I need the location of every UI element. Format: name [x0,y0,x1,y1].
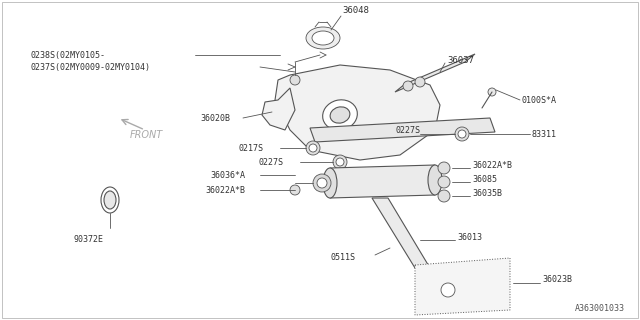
Circle shape [458,130,466,138]
Text: 0227S: 0227S [395,125,420,134]
Text: 36013: 36013 [457,233,482,242]
Polygon shape [330,165,435,198]
Text: 0238S(02MY0105-: 0238S(02MY0105- [30,51,105,60]
Text: 0227S: 0227S [258,157,283,166]
Circle shape [438,162,450,174]
Polygon shape [310,118,495,142]
Polygon shape [262,88,295,130]
Circle shape [317,178,327,188]
Circle shape [313,174,331,192]
Ellipse shape [323,100,357,130]
Text: 36022A*B: 36022A*B [472,161,512,170]
Text: 36037: 36037 [447,55,474,65]
Circle shape [441,283,455,297]
Text: 0217S: 0217S [238,143,263,153]
Text: 0100S*A: 0100S*A [522,95,557,105]
Circle shape [306,141,320,155]
Text: FRONT: FRONT [130,130,163,140]
Ellipse shape [330,107,350,123]
Polygon shape [372,198,430,268]
Circle shape [309,144,317,152]
Circle shape [415,77,425,87]
Ellipse shape [323,168,337,198]
Polygon shape [395,54,475,92]
Circle shape [438,190,450,202]
Circle shape [290,185,300,195]
Text: 36035B: 36035B [472,188,502,197]
Text: 36022A*B: 36022A*B [205,186,245,195]
Text: 83311: 83311 [532,130,557,139]
Text: 0511S: 0511S [330,253,355,262]
Text: 36023B: 36023B [542,276,572,284]
Text: 0237S(02MY0009-02MY0104): 0237S(02MY0009-02MY0104) [30,62,150,71]
Circle shape [455,127,469,141]
Text: 36048: 36048 [342,6,369,15]
Ellipse shape [104,191,116,209]
Circle shape [333,155,347,169]
Text: A363001033: A363001033 [575,304,625,313]
Circle shape [438,176,450,188]
Polygon shape [415,258,510,315]
Text: 36020B: 36020B [200,114,230,123]
Circle shape [290,75,300,85]
Ellipse shape [312,31,334,45]
Ellipse shape [306,27,340,49]
Ellipse shape [428,165,442,195]
Circle shape [403,81,413,91]
Text: 90372E: 90372E [73,235,103,244]
Text: 36036*A: 36036*A [210,171,245,180]
Text: 36085: 36085 [472,174,497,183]
Circle shape [336,158,344,166]
Circle shape [488,88,496,96]
Ellipse shape [101,187,119,213]
Polygon shape [275,65,440,160]
